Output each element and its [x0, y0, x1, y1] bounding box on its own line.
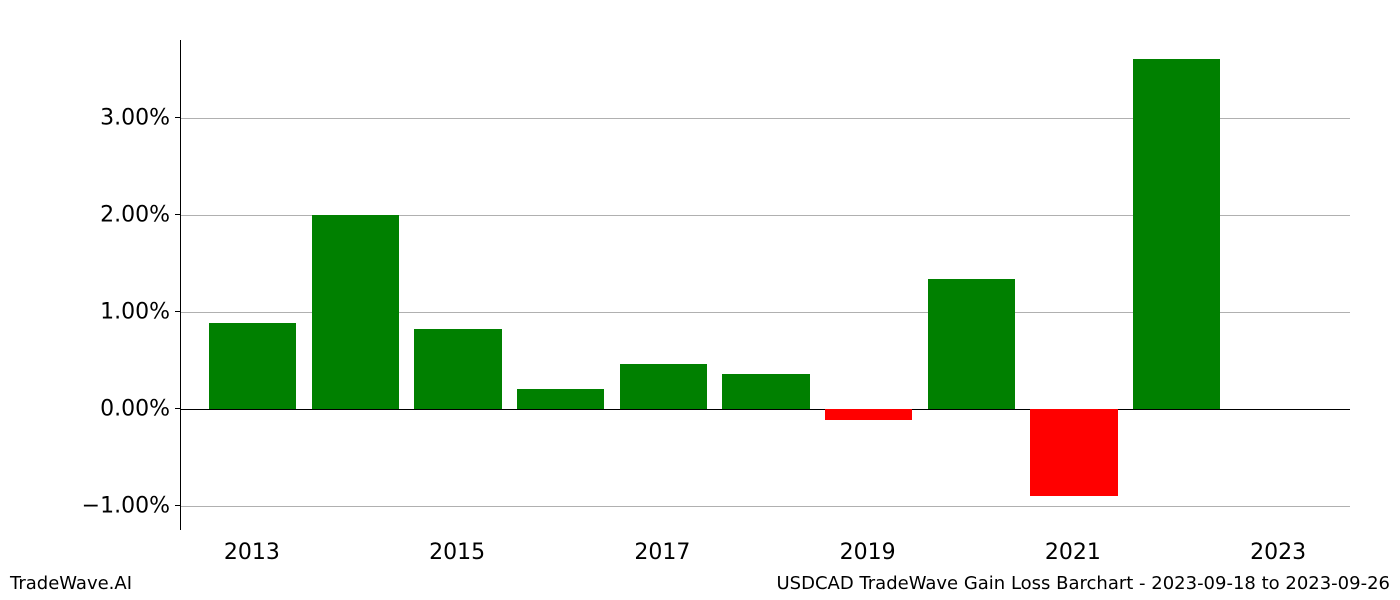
bar-2020: [928, 279, 1015, 409]
ytick-label: 3.00%: [100, 105, 170, 130]
xtick-label: 2023: [1250, 540, 1306, 565]
bar-2014: [312, 215, 399, 409]
bar-2018: [722, 374, 809, 409]
ytick-mark: [175, 117, 181, 119]
ytick-mark: [175, 311, 181, 313]
xtick-label: 2017: [634, 540, 690, 565]
footer-right-text: USDCAD TradeWave Gain Loss Barchart - 20…: [777, 573, 1391, 594]
xtick-label: 2015: [429, 540, 485, 565]
bar-2016: [517, 389, 604, 408]
ytick-label: 1.00%: [100, 299, 170, 324]
bar-2022: [1133, 59, 1220, 408]
chart-plot-area: [180, 40, 1350, 530]
plot-area: [180, 40, 1350, 530]
footer-left-text: TradeWave.AI: [10, 573, 132, 594]
ytick-label: −1.00%: [82, 493, 170, 518]
ytick-mark: [175, 214, 181, 216]
xtick-label: 2019: [840, 540, 896, 565]
bar-2019: [825, 409, 912, 421]
ytick-mark: [175, 408, 181, 410]
ytick-label: 0.00%: [100, 396, 170, 421]
bar-2021: [1030, 409, 1117, 496]
gridline: [181, 506, 1350, 507]
ytick-mark: [175, 505, 181, 507]
xtick-label: 2021: [1045, 540, 1101, 565]
bar-2015: [414, 329, 501, 409]
zero-line: [181, 409, 1350, 411]
xtick-label: 2013: [224, 540, 280, 565]
bar-2013: [209, 323, 296, 408]
ytick-label: 2.00%: [100, 202, 170, 227]
bar-2017: [620, 364, 707, 409]
